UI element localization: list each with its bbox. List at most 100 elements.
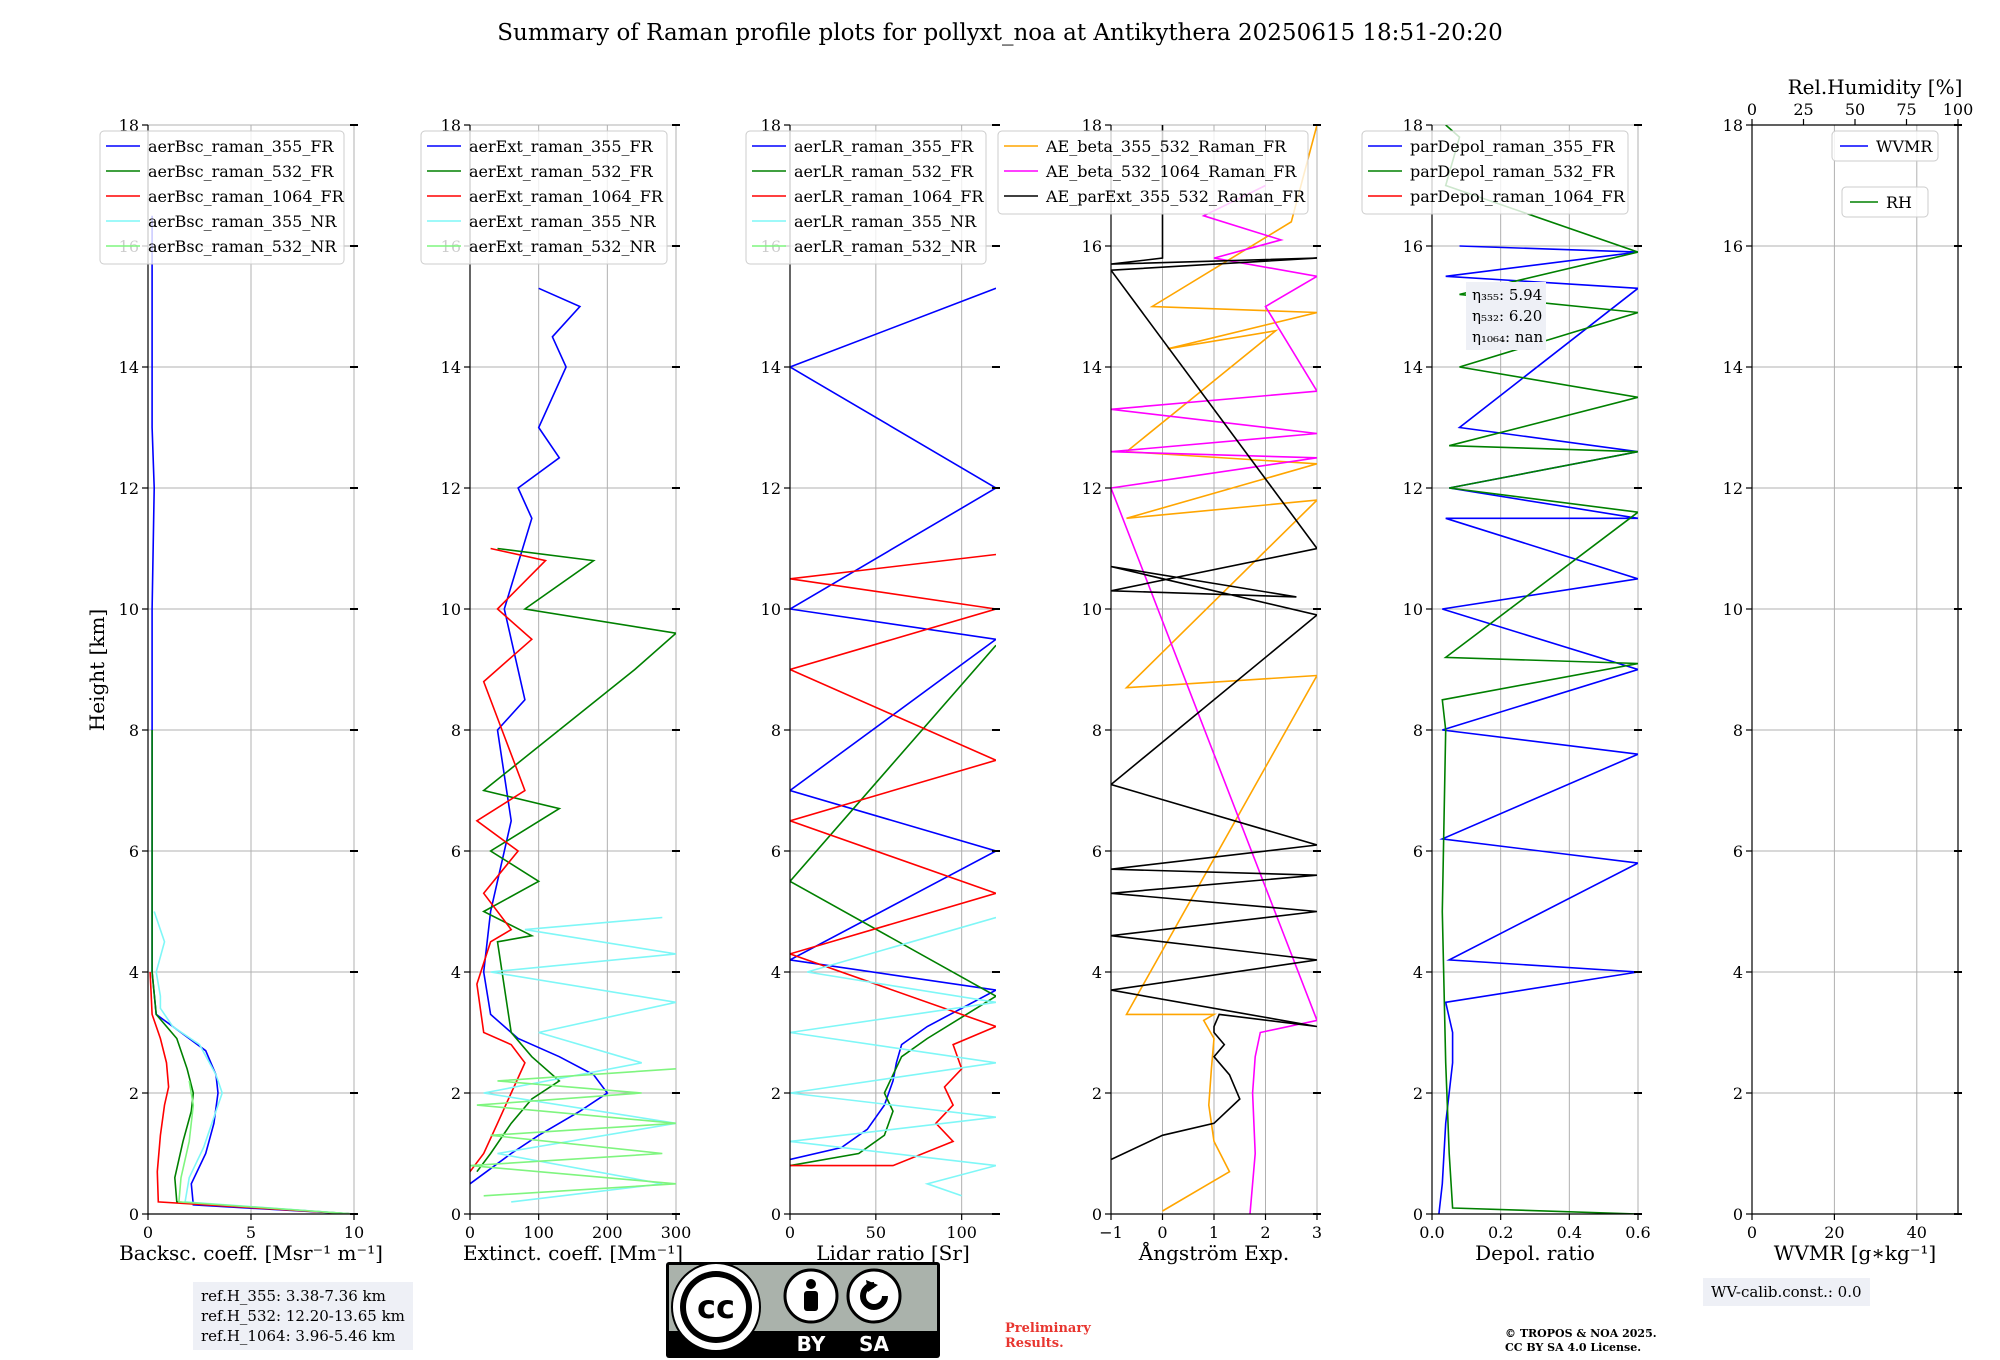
x-tick-label: 0 [1157,1223,1167,1242]
series-group [790,287,996,1197]
x2-tick-label: 100 [1943,100,1974,119]
legend-label: aerLR_raman_1064_FR [794,187,984,206]
annotation-box [1466,282,1546,350]
legend-label: AE_beta_532_1064_Raman_FR [1045,162,1297,181]
series-line-aerExt_raman_532_FR [476,547,676,1173]
series-group [470,287,676,1203]
x-tick-label: 40 [1907,1223,1927,1242]
cc-license-badge: cc BY SA [666,1262,940,1358]
legend-label: aerLR_raman_355_NR [794,212,977,231]
y-tick-label: 16 [1082,237,1102,256]
legend-label: parDepol_raman_355_FR [1410,137,1616,156]
y-tick-label: 14 [761,358,781,377]
annotation-text: η₃₅₅: 5.94 [1472,286,1542,304]
x-tick-label: 3 [1312,1223,1322,1242]
legend-label: aerExt_raman_532_FR [469,162,654,181]
series-line-parDepol_raman_532_FR [1441,125,1638,1214]
x-axis-label: Lidar ratio [Sr] [816,1241,970,1265]
legend-label: parDepol_raman_532_FR [1410,162,1616,181]
ref-height-1064: ref.H_1064: 3.96-5.46 km [201,1327,396,1345]
legend-label: aerLR_raman_532_NR [794,237,977,256]
series-line-aerExt_raman_1064_FR [470,547,548,1173]
reference-heights-box: ref.H_355: 3.38-7.36 km ref.H_532: 12.20… [193,1282,413,1350]
y-tick-label: 4 [129,963,139,982]
y-tick-label: 4 [1092,963,1102,982]
series-line-aerBsc_raman_1064_FR [149,971,354,1214]
cc-logo-icon: cc [671,1262,761,1352]
legend-box [420,130,668,265]
chart-panel-1: 0246810121416180510Backsc. coeff. [Msr⁻¹… [99,116,383,1265]
x2-tick-label: 75 [1896,100,1916,119]
y-tick-label: 10 [441,600,461,619]
y-tick-label: 14 [441,358,461,377]
y-tick-label: 6 [1092,842,1102,861]
y-tick-label: 4 [1733,963,1743,982]
y-tick-label: 16 [1403,237,1423,256]
y-tick-label: 2 [129,1084,139,1103]
copyright-line-2: CC BY SA 4.0 License. [1505,1341,1642,1354]
legend-label: aerBsc_raman_532_NR [148,237,337,256]
y-tick-label: 2 [1733,1084,1743,1103]
y-tick-label: 2 [451,1084,461,1103]
x-tick-label: 1 [1209,1223,1219,1242]
legend-label: RH [1886,193,1912,212]
x-tick-label: 200 [592,1223,623,1242]
legend-label: aerBsc_raman_355_FR [148,137,334,156]
ref-height-355: ref.H_355: 3.38-7.36 km [201,1287,386,1305]
series-line-aerBsc_raman_532_NR [178,1080,354,1214]
series-line-aerLR_raman_532_FR [790,644,996,1167]
series-line-AE_beta_532_1064_Raman_FR [1111,184,1317,1214]
y-tick-label: 6 [1413,842,1423,861]
x-tick-label: 0 [465,1223,475,1242]
y-tick-label: 12 [1403,479,1423,498]
share-alike-icon [846,1268,902,1324]
series-group [1438,125,1638,1214]
x-tick-label: 300 [661,1223,692,1242]
y-tick-label: 12 [761,479,781,498]
y-tick-label: 14 [119,358,139,377]
x-tick-label: 0 [143,1223,153,1242]
badge-by-label: BY [797,1332,826,1356]
y-tick-label: 14 [1723,358,1743,377]
legend-label: aerLR_raman_532_FR [794,162,974,181]
y-tick-label: 2 [1413,1084,1423,1103]
legend-label: aerBsc_raman_1064_FR [148,187,345,206]
chart-panel-2: 0246810121416180100200300Extinct. coeff.… [420,116,692,1265]
series-line-parDepol_raman_355_FR [1438,245,1638,1214]
x-tick-label: 0 [1747,1223,1757,1242]
legend-label: aerBsc_raman_355_NR [148,212,337,231]
legend-label: AE_beta_355_532_Raman_FR [1045,137,1287,156]
y-tick-label: 0 [1092,1205,1102,1224]
x-tick-label: −1 [1099,1223,1123,1242]
ref-height-532: ref.H_532: 12.20-13.65 km [201,1307,405,1325]
y-tick-label: 8 [1733,721,1743,740]
x2-tick-label: 50 [1845,100,1865,119]
x-tick-label: 50 [866,1223,886,1242]
series-line-aerLR_raman_355_FR [790,287,996,1161]
y-tick-label: 8 [129,721,139,740]
y-tick-label: 4 [451,963,461,982]
series-line-aerLR_raman_1064_FR [790,553,996,1167]
y-tick-label: 14 [1403,358,1423,377]
series-line-aerLR_raman_355_NR [790,916,996,1197]
series-group [1111,125,1317,1214]
legend-box [1841,186,1929,218]
y-tick-label: 10 [1082,600,1102,619]
x-tick-label: 0.2 [1488,1223,1513,1242]
x-tick-label: 10 [344,1223,364,1242]
y-tick-label: 10 [1723,600,1743,619]
y-tick-label: 18 [1082,116,1102,135]
legend-box [997,130,1309,215]
legend-label: aerExt_raman_532_NR [469,237,657,256]
y-tick-label: 0 [1413,1205,1423,1224]
badge-sa-label: SA [859,1332,889,1356]
x-tick-label: 0.0 [1419,1223,1444,1242]
y-tick-label: 10 [1403,600,1423,619]
y-tick-label: 8 [451,721,461,740]
x-tick-label: 0 [785,1223,795,1242]
legend-box [745,130,987,265]
series-group [149,215,354,1214]
